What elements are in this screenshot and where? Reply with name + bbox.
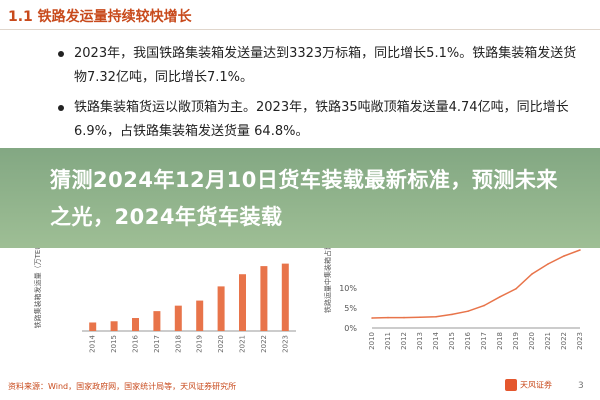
line-x-tick-2022: 2022 [560, 332, 568, 350]
bar-x-tick-2018: 2018 [174, 335, 182, 353]
line-point-2016 [467, 310, 469, 312]
line-x-tick-2019: 2019 [512, 332, 520, 350]
brand-logo-icon [505, 379, 517, 391]
line-x-tick-2023: 2023 [576, 332, 584, 350]
bar-x-tick-2016: 2016 [132, 334, 140, 352]
line-x-tick-2017: 2017 [480, 332, 488, 350]
bar-x-tick-2017: 2017 [153, 335, 161, 353]
line-y-axis-label: 铁路运量中集装箱占比 [323, 248, 332, 313]
line-y-tick-2: 10% [339, 284, 357, 293]
line-point-2010 [371, 317, 373, 319]
line-point-2020 [531, 273, 533, 275]
brand-logo: 天风证券 [505, 379, 552, 391]
line-point-2021 [547, 263, 549, 265]
bar-2018 [174, 305, 182, 331]
bar-x-tick-2014: 2014 [89, 334, 97, 352]
bullet-item-1: 2023年，我国铁路集装箱发送量达到3323万标箱，同比增长5.1%。铁路集装箱… [58, 42, 578, 90]
bar-2021 [239, 274, 246, 331]
line-x-tick-2014: 2014 [432, 331, 440, 349]
page-number: 3 [578, 381, 584, 391]
charts-area: 2014 2015 2016 2017 2018 2019 2020 2021 2022 2023… [0, 248, 600, 373]
line-point-2018 [499, 296, 501, 298]
bar-2015 [110, 321, 118, 331]
line-point-2019 [515, 288, 517, 290]
line-point-2023 [579, 249, 581, 251]
brand-logo-text: 天风证券 [520, 380, 552, 390]
line-y-tick-0: 0% [344, 324, 357, 333]
line-point-2015 [451, 313, 453, 316]
line-x-tick-2012: 2012 [400, 332, 408, 350]
page-header: 1.1 铁路发运量持续较快增长 [0, 0, 600, 30]
headline-text[interactable]: 猜测2024年12月10日货车装载最新标准，预测未来之光，2024年货车装载 [50, 168, 558, 229]
bar-2022 [260, 266, 268, 331]
line-x-tick-2013: 2013 [416, 332, 424, 350]
line-point-2022 [563, 255, 565, 257]
bar-x-tick-2023: 2023 [281, 335, 289, 353]
bar-y-axis-label: 铁路集装箱发运量（万TEU） [33, 248, 42, 328]
bar-x-tick-2015: 2015 [110, 335, 118, 353]
header-divider [0, 29, 600, 30]
bar-x-tick-2019: 2019 [196, 335, 204, 353]
line-series [371, 249, 581, 319]
bar-2017 [153, 311, 161, 331]
line-point-2017 [483, 304, 485, 307]
bar-2014 [89, 322, 97, 331]
line-x-tick-2015: 2015 [448, 332, 456, 350]
bullet-item-2: 铁路集装箱货运以敞顶箱为主。2023年，铁路35吨敞顶箱发送量4.74亿吨，同比… [58, 96, 578, 144]
line-x-tick-2018: 2018 [496, 332, 504, 350]
bullet-list: 2023年，我国铁路集装箱发送量达到3323万标箱，同比增长5.1%。铁路集装箱… [58, 42, 578, 150]
bar-x-tick-2020: 2020 [217, 335, 225, 353]
bar-2016 [132, 318, 139, 331]
line-x-tick-2016: 2016 [464, 331, 472, 349]
line-point-2013 [419, 316, 421, 318]
line-point-2012 [403, 316, 405, 319]
bar-2019 [196, 300, 204, 331]
line-x-tick-2021: 2021 [544, 332, 552, 350]
source-note: 资料来源：Wind，国家政府网，国家统计局等，天风证券研究所 [8, 382, 237, 391]
bar-x-tick-2022: 2022 [260, 335, 268, 353]
bar-2023 [281, 263, 289, 331]
line-x-tick-2010: 2010 [368, 332, 376, 350]
bar-x-tick-2021: 2021 [239, 335, 247, 353]
page-title: 1.1 铁路发运量持续较快增长 [8, 9, 192, 25]
line-point-2014 [435, 316, 437, 318]
line-point-2011 [387, 316, 389, 319]
line-y-tick-1: 5% [344, 304, 357, 313]
bar-2020 [217, 286, 225, 331]
line-x-tick-2020: 2020 [528, 332, 536, 350]
page-footer: 资料来源：Wind，国家政府网，国家统计局等，天风证券研究所 天风证券 3 [0, 374, 600, 400]
charts-svg: 2014 2015 2016 2017 2018 2019 2020 2021 2022 2023… [33, 248, 584, 353]
line-x-tick-2011: 2011 [384, 332, 392, 350]
headline-banner[interactable]: 猜测2024年12月10日货车装载最新标准，预测未来之光，2024年货车装载 [0, 148, 600, 248]
